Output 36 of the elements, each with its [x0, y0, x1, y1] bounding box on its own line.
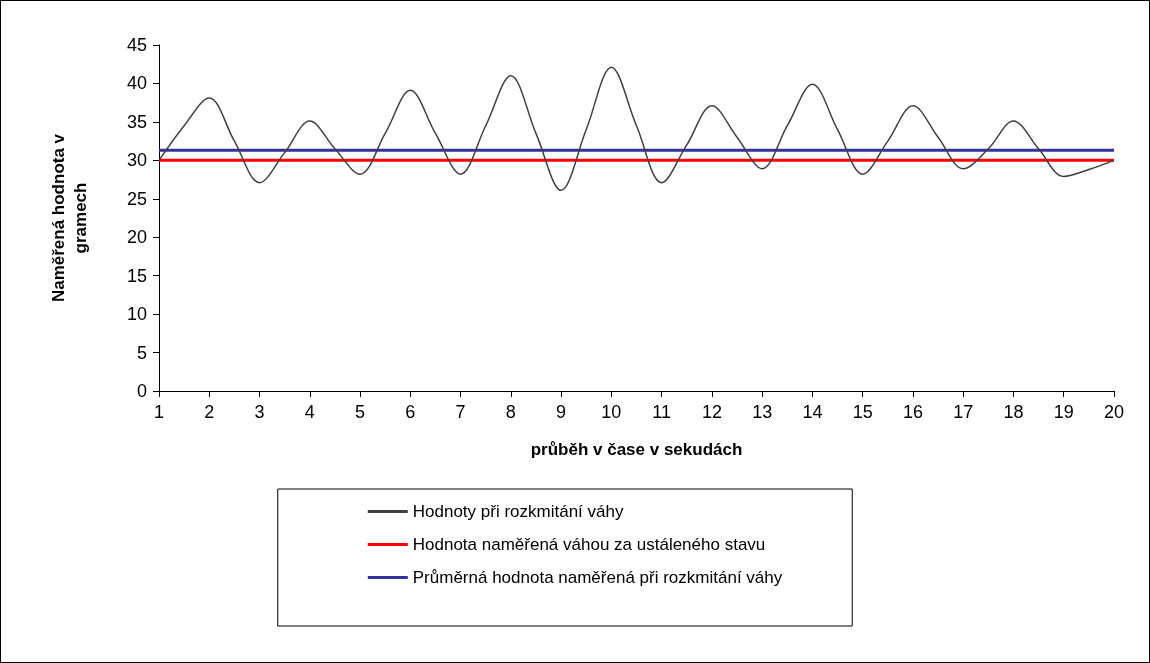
- line-series: [158, 66, 1115, 192]
- x-tick-label: 4: [304, 402, 315, 422]
- x-tick-label: 3: [254, 402, 265, 422]
- x-tick-label: 1: [153, 402, 165, 422]
- legend-label: Průměrná hodnota naměřená při rozkmitání váhy: [412, 568, 783, 587]
- x-tick-label: 20: [1103, 402, 1125, 422]
- y-tick-label: 15: [126, 265, 147, 286]
- x-tick-label: 7: [455, 402, 466, 422]
- x-tick-label: 8: [505, 402, 516, 422]
- x-tick-label: 10: [601, 402, 622, 422]
- x-tick-label: 19: [1053, 402, 1074, 422]
- x-tick-label: 18: [1003, 402, 1024, 422]
- x-tick-label: 15: [852, 402, 873, 422]
- x-tick-label: 17: [953, 402, 974, 422]
- x-tick-label: 16: [902, 402, 923, 422]
- y-tick-label: 20: [126, 227, 147, 248]
- x-tick-label: 13: [752, 402, 773, 422]
- legend-label: Hodnoty při rozkmitání váhy: [412, 502, 624, 521]
- y-tick-label: 45: [126, 35, 147, 55]
- x-tick-label: 6: [405, 402, 416, 422]
- x-tick-label: 11: [652, 402, 671, 422]
- x-axis-title: průběh v čase v sekudách: [530, 440, 743, 459]
- y-tick-label: 30: [126, 150, 147, 171]
- y-tick-label: 40: [126, 73, 147, 94]
- y-tick-label: 10: [126, 304, 147, 325]
- y-tick-label: 5: [136, 342, 147, 363]
- x-tick-label: 12: [701, 402, 722, 422]
- x-tick-label: 2: [204, 402, 215, 422]
- y-tick-label: 25: [126, 188, 147, 209]
- y-tick-label: 35: [126, 111, 147, 132]
- y-tick-label: 0: [136, 381, 147, 401]
- x-tick-label: 9: [556, 402, 567, 422]
- x-tick-label: 5: [355, 402, 366, 422]
- y-axis-title: Naměřená hodnota v gramech: [48, 133, 90, 303]
- x-tick-label: 14: [802, 402, 823, 422]
- legend-label: Hodnota naměřená váhou za ustáleného stavu: [412, 535, 766, 554]
